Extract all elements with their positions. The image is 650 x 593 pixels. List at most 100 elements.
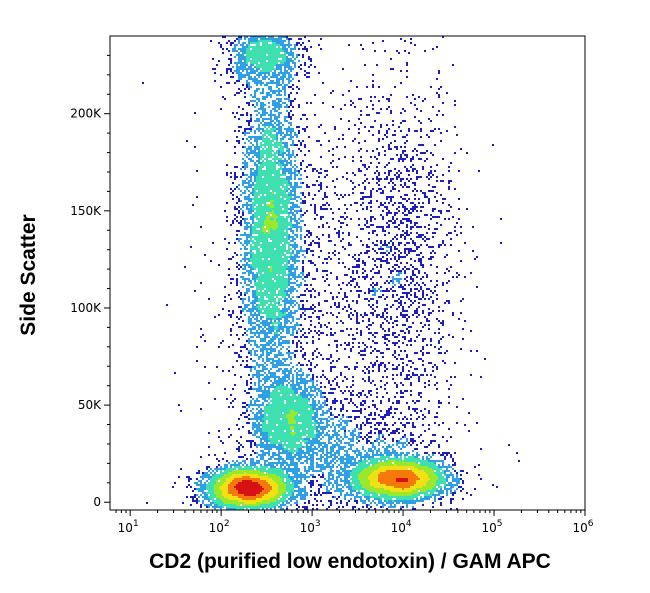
data-point <box>246 138 248 140</box>
data-point <box>446 210 448 212</box>
data-point <box>226 48 228 50</box>
data-point <box>278 242 280 244</box>
data-point <box>260 322 262 324</box>
data-point <box>300 250 302 252</box>
data-point <box>256 198 258 200</box>
data-point <box>286 236 288 238</box>
data-point <box>266 262 268 264</box>
data-point <box>274 58 276 60</box>
data-point <box>266 322 268 324</box>
data-point <box>276 176 278 178</box>
data-point <box>254 266 256 268</box>
data-point <box>264 52 266 54</box>
data-point <box>290 198 292 200</box>
data-point <box>392 296 394 298</box>
data-point <box>244 142 246 144</box>
data-point <box>342 196 344 198</box>
data-point <box>268 328 270 330</box>
data-point <box>252 168 254 170</box>
data-point <box>258 168 260 170</box>
data-point <box>268 192 270 194</box>
data-point <box>248 298 250 300</box>
data-point <box>372 84 374 86</box>
data-point <box>276 270 278 272</box>
data-point <box>256 144 258 146</box>
data-point <box>358 142 360 144</box>
data-point <box>254 326 256 328</box>
data-point <box>286 38 288 40</box>
data-point <box>310 244 312 246</box>
data-point <box>284 238 286 240</box>
data-point <box>278 202 280 204</box>
data-point <box>392 332 394 334</box>
data-point <box>436 78 438 80</box>
data-point <box>262 260 264 262</box>
data-point <box>298 126 300 128</box>
data-point <box>300 272 302 274</box>
data-point <box>272 198 274 200</box>
data-point <box>284 288 286 290</box>
data-point <box>288 272 290 274</box>
data-point <box>276 310 278 312</box>
data-point <box>278 174 280 176</box>
data-point <box>268 300 270 302</box>
data-point <box>408 130 410 132</box>
data-point <box>262 136 264 138</box>
data-point <box>224 98 226 100</box>
data-point <box>302 294 304 296</box>
data-point <box>222 36 224 38</box>
data-point <box>298 186 300 188</box>
data-point <box>416 248 418 250</box>
data-point <box>360 332 362 334</box>
data-point <box>374 230 376 232</box>
data-point <box>250 308 252 310</box>
data-point <box>256 62 258 64</box>
data-point <box>404 154 406 156</box>
data-point <box>280 326 282 328</box>
data-point <box>364 276 366 278</box>
data-point <box>406 64 408 66</box>
data-point <box>256 212 258 214</box>
data-point <box>258 60 260 62</box>
data-point <box>312 288 314 290</box>
data-point <box>250 126 252 128</box>
data-point <box>246 228 248 230</box>
data-point <box>288 290 290 292</box>
data-point <box>194 146 196 148</box>
data-point <box>258 48 260 50</box>
data-point <box>276 206 278 208</box>
data-point <box>286 146 288 148</box>
data-point <box>256 38 258 40</box>
data-point <box>368 166 370 168</box>
data-point <box>286 266 288 268</box>
data-point <box>272 128 274 130</box>
data-point <box>384 252 386 254</box>
data-point <box>248 42 250 44</box>
data-point <box>290 240 292 242</box>
data-point <box>278 238 280 240</box>
data-point <box>278 198 280 200</box>
data-point <box>252 50 254 52</box>
data-point <box>272 288 274 290</box>
data-point <box>246 56 248 58</box>
data-point <box>280 246 282 248</box>
data-point <box>404 166 406 168</box>
data-point <box>288 252 290 254</box>
data-point <box>364 270 366 272</box>
data-point <box>256 66 258 68</box>
data-point <box>298 324 300 326</box>
data-point <box>264 110 266 112</box>
data-point <box>278 206 280 208</box>
data-point <box>340 288 342 290</box>
data-point <box>278 124 280 126</box>
data-point <box>358 224 360 226</box>
data-point <box>366 168 368 170</box>
data-point <box>240 282 242 284</box>
data-point <box>406 220 408 222</box>
data-point <box>284 88 286 90</box>
data-point <box>278 102 280 104</box>
data-point <box>258 112 260 114</box>
data-point <box>286 200 288 202</box>
data-point <box>300 246 302 248</box>
data-point <box>294 64 296 66</box>
